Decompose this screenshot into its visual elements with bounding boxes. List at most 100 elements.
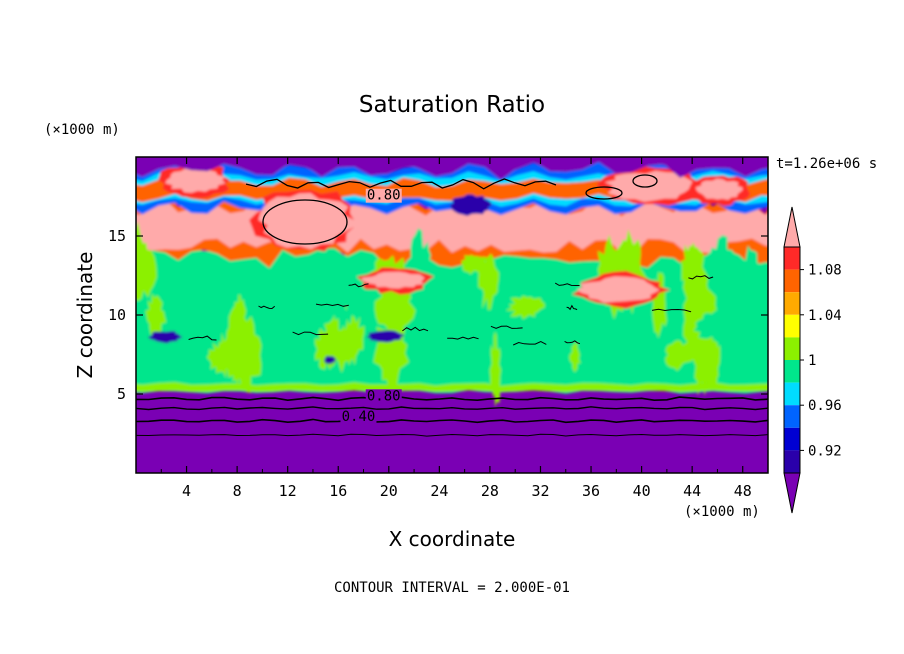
mid-zone-streak [665,340,694,371]
contour-line-fragment [554,282,580,286]
top-layer-orange [136,177,768,203]
contour-line-fragment [490,325,523,329]
x-tick-label: 24 [430,482,448,500]
contour-field [136,157,768,473]
mid-zone-lower-strip [136,382,768,392]
dry-pocket [148,331,183,344]
x-tick-label: 32 [531,482,549,500]
x-tick-label: 36 [582,482,600,500]
contour-line-fragment [188,335,217,341]
contour-line-fragment [292,331,329,336]
colorbar-label: 1.04 [808,308,842,324]
contour-label: 0.40 [342,409,376,425]
mid-zone-streak [569,342,581,373]
top-purple [136,157,768,180]
contour-line-cloud [585,186,623,200]
colorbar-segment [784,382,800,406]
cloud-pocket-pink [576,276,660,303]
contour-label: 0.80 [367,388,401,404]
mid-zone-streak [145,293,167,338]
contour-line-lower [136,406,768,411]
contour-line-fragment [564,340,581,345]
contour-lines [136,174,768,437]
x-axis-ticks: 4 8 12 16 20 24 28 32 36 40 44 48 [160,157,752,500]
dry-pocket [324,355,337,365]
x-tick-label: 20 [380,482,398,500]
contour-line-fragment [651,308,692,313]
contour-line-upper [245,178,557,190]
contour-labels: 0.80 0.80 0.40 [340,188,402,425]
contour-line-lower [136,396,768,402]
dry-pocket [366,330,404,343]
y-tick-label: 15 [108,227,126,245]
colorbar-segment [784,360,800,383]
mid-zone-streak [700,235,735,289]
cloud-pocket-pink [258,193,355,250]
colorbar: 1.08 1.04 1 0.96 0.92 [783,206,842,514]
contour-label-bg [340,409,377,424]
y-axis-ticks: 5 10 15 [108,227,768,403]
cloud-pocket-pink [695,178,743,200]
contour-interval-note: CONTOUR INTERVAL = 2.000E-01 [334,580,570,596]
colorbar-label: 1 [808,353,816,369]
mid-zone-streak [228,315,262,393]
x-tick-label: 48 [734,482,752,500]
colorbar-label: 0.92 [808,443,842,459]
colorbar-max-arrow [783,206,801,248]
y-axis-unit: (×1000 m) [44,122,120,138]
contour-line-cloud [632,174,658,188]
colorbar-segment [784,314,800,338]
contour-fill-regions [136,157,768,407]
x-tick-label: 28 [481,482,499,500]
colorbar-segment [784,427,800,451]
x-axis-unit: (×1000 m) [684,504,760,520]
x-tick-label: 4 [182,482,191,500]
x-tick-label: 8 [233,482,242,500]
mid-zone-streak [489,331,502,407]
x-tick-label: 16 [329,482,347,500]
contour-line-fragment [348,283,369,288]
mid-zone-streak [247,325,282,374]
contour-line-fragment [512,340,547,346]
contour-line-fragment [402,326,429,332]
chart-title: Saturation Ratio [359,92,545,118]
x-tick-label: 40 [633,482,651,500]
contour-label-bg [365,188,402,203]
dry-pocket [450,194,492,216]
mid-zone-streak [693,310,735,343]
x-tick-label: 44 [683,482,701,500]
time-label: t=1.26e+06 s [776,156,877,172]
colorbar-segment [784,247,800,270]
cloud-pocket-pink [361,271,425,289]
mid-zone-streak [136,221,157,301]
contour-line-lower [136,418,768,424]
colorbar-segment [784,269,800,293]
colorbar-segment [784,292,800,315]
y-tick-label: 5 [117,385,126,403]
x-axis-label: X coordinate [389,527,516,551]
contour-label: 0.80 [367,188,401,204]
contour-line-fragment [258,305,276,310]
mid-zone-streak [461,254,487,275]
y-axis-label: Z coordinate [73,252,97,379]
contour-line-fragment [447,336,479,340]
colorbar-min-arrow [783,472,801,514]
contour-label-bg [365,389,402,404]
mid-zone-streak [505,295,545,320]
contour-line-fragment [688,275,714,280]
contour-line-lower [136,433,768,437]
cloud-pocket-pink [165,167,226,193]
mid-zone-streak [321,327,350,350]
x-tick-label: 12 [279,482,297,500]
colorbar-segment [784,337,800,360]
contour-line-fragment [566,304,578,311]
colorbar-label: 1.08 [808,263,842,279]
colorbar-segment [784,405,800,428]
colorbar-label: 0.96 [808,398,842,414]
colorbar-segment [784,450,800,473]
contour-line-cloud [262,199,348,245]
y-tick-label: 10 [108,306,126,324]
mid-zone-streak [736,245,764,305]
contour-line-fragment [315,303,349,307]
